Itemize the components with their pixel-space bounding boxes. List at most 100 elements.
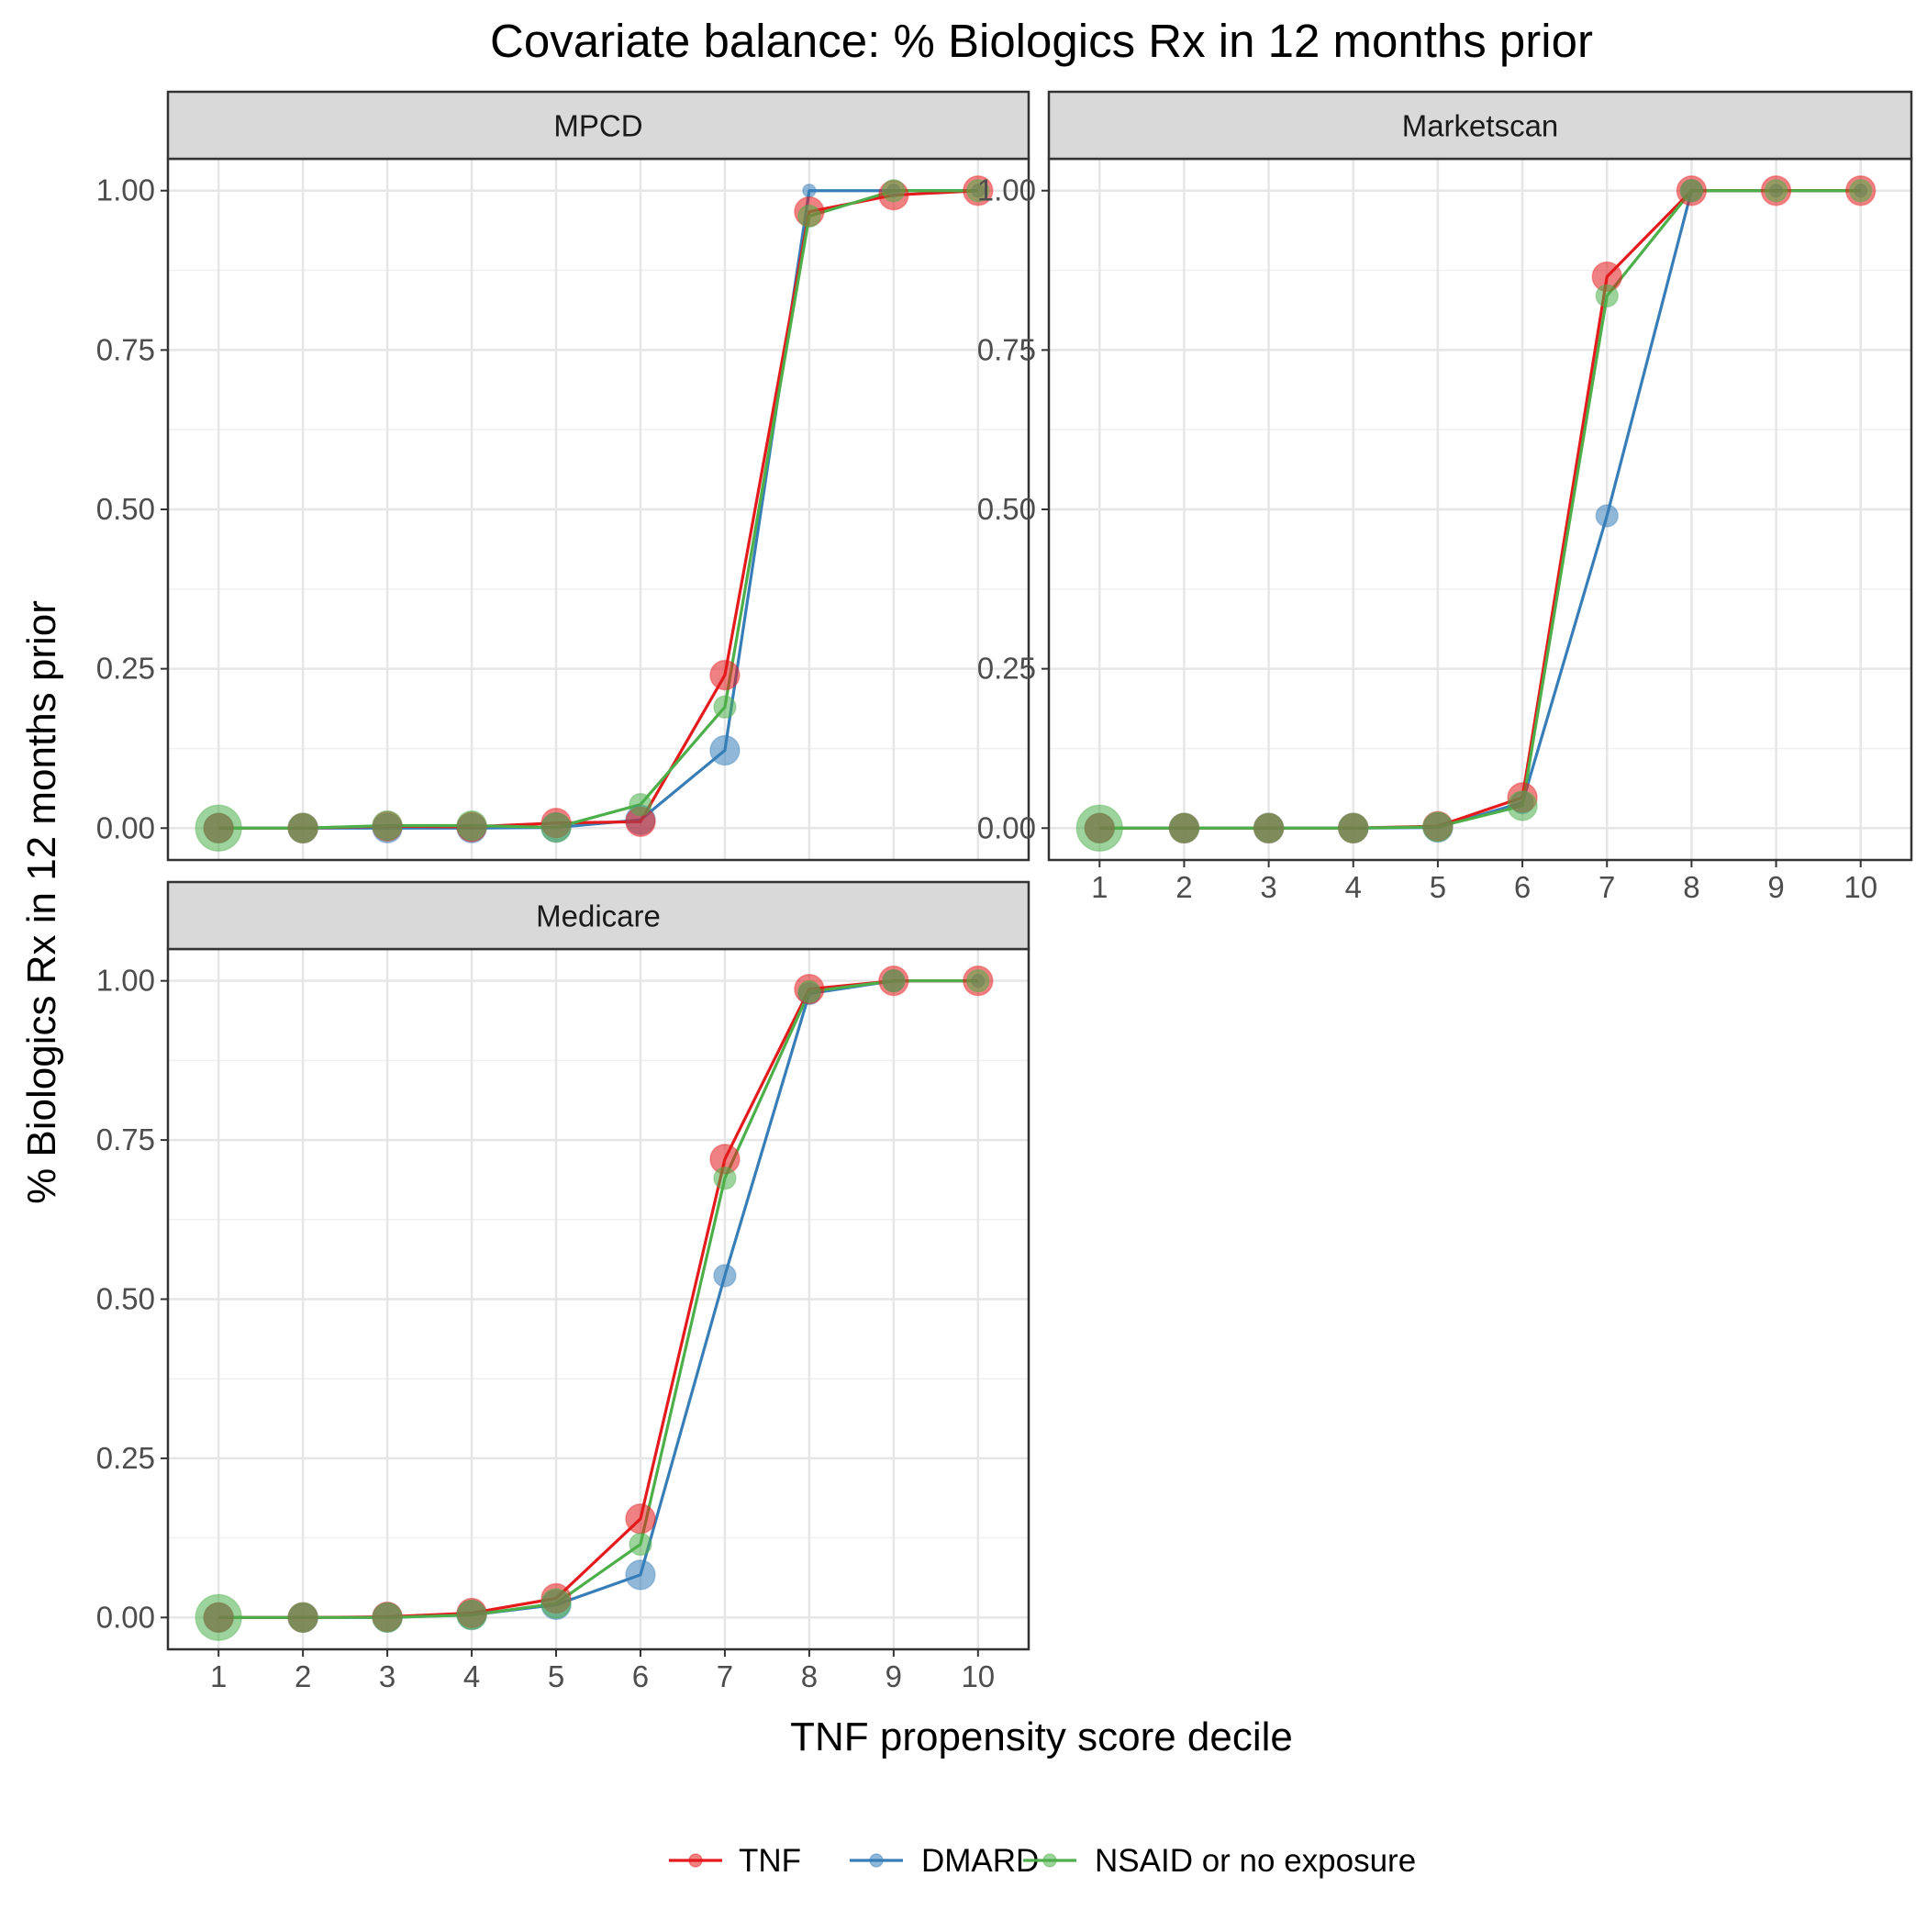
data-point-nsaid-or-no-exposure — [713, 695, 737, 720]
x-tick-label: 5 — [1430, 870, 1446, 904]
data-point-nsaid-or-no-exposure — [1338, 812, 1369, 844]
data-point-nsaid-or-no-exposure — [1507, 790, 1538, 821]
panel-strip — [1047, 90, 1913, 161]
x-tick-label: 10 — [961, 1659, 995, 1693]
data-point-nsaid-or-no-exposure — [540, 811, 572, 843]
x-tick-label: 6 — [632, 1659, 649, 1693]
data-point-tnf — [625, 1503, 656, 1535]
y-tick-label: 0.50 — [96, 492, 155, 526]
x-tick-label: 5 — [548, 1659, 564, 1693]
data-point-nsaid-or-no-exposure — [882, 968, 906, 993]
data-point-dmard — [1595, 504, 1619, 528]
y-tick-label: 0.00 — [96, 1600, 155, 1634]
x-tick-label: 1 — [210, 1659, 227, 1693]
x-tick-label: 8 — [801, 1659, 818, 1693]
x-axis-title: TNF propensity score decile — [790, 1714, 1293, 1759]
x-tick-label: 3 — [1260, 870, 1276, 904]
legend-entry-tnf: TNF — [669, 1843, 801, 1879]
data-point-nsaid-or-no-exposure — [456, 1599, 487, 1631]
data-point-nsaid-or-no-exposure — [1075, 804, 1124, 853]
data-point-nsaid-or-no-exposure — [629, 1532, 652, 1557]
x-tick-label: 4 — [463, 1659, 480, 1693]
panel-strip-label: Medicare — [536, 899, 661, 933]
chart-title: Covariate balance: % Biologics Rx in 12 … — [490, 15, 1593, 67]
x-tick-label: 8 — [1683, 870, 1699, 904]
x-tick-label: 4 — [1345, 870, 1362, 904]
series-line-nsaid-or-no-exposure — [218, 979, 978, 1619]
y-tick-label: 0.75 — [96, 332, 155, 366]
data-point-nsaid-or-no-exposure — [1679, 178, 1704, 203]
y-tick-label: 0.25 — [96, 1441, 155, 1475]
y-tick-label: 0.75 — [977, 332, 1036, 366]
x-tick-label: 7 — [1598, 870, 1615, 904]
y-tick-label: 0.25 — [96, 652, 155, 686]
panel-medicare: 0.00 0.25 0.50 0.75 1.00 1 2 3 4 5 6 7 8 9 10 Medicare — [96, 880, 1030, 1693]
panel-strip-label: Marketscan — [1402, 109, 1559, 143]
y-tick-label: 0.50 — [977, 492, 1036, 526]
data-point-nsaid-or-no-exposure — [1595, 284, 1619, 308]
data-point-dmard — [802, 183, 817, 198]
x-tick-label: 10 — [1843, 870, 1877, 904]
x-tick-label: 7 — [717, 1659, 733, 1693]
data-point-dmard — [713, 1264, 737, 1288]
panel-strip — [166, 90, 1030, 161]
series-line-nsaid-or-no-exposure — [218, 189, 978, 830]
y-tick-label: 1.00 — [96, 964, 155, 998]
data-point-nsaid-or-no-exposure — [882, 178, 906, 203]
data-point-tnf — [709, 659, 741, 691]
data-point-dmard — [709, 734, 741, 766]
panel-strip-label: MPCD — [553, 109, 642, 143]
x-tick-label: 1 — [1091, 870, 1108, 904]
panels-layer: 0.00 0.25 0.50 0.75 1.00 MPCD 0.00 0.25 0.50 0.75… — [96, 90, 1913, 1693]
panel-strip — [166, 880, 1030, 951]
data-point-nsaid-or-no-exposure — [966, 968, 990, 993]
y-tick-label: 0.75 — [96, 1122, 155, 1156]
legend-entry-nsaid-or-no-exposure: NSAID or no exposure — [1023, 1843, 1416, 1879]
data-point-nsaid-or-no-exposure — [195, 804, 242, 853]
data-point-nsaid-or-no-exposure — [629, 792, 652, 817]
x-tick-label: 2 — [295, 1659, 311, 1693]
data-point-nsaid-or-no-exposure — [1253, 812, 1285, 844]
data-point-nsaid-or-no-exposure — [287, 1602, 318, 1634]
data-point-nsaid-or-no-exposure — [540, 1588, 572, 1619]
data-point-nsaid-or-no-exposure — [287, 812, 318, 844]
y-tick-label: 0.25 — [977, 652, 1036, 686]
data-point-nsaid-or-no-exposure — [1764, 178, 1788, 203]
legend-key-point — [1042, 1853, 1057, 1868]
data-point-nsaid-or-no-exposure — [1422, 811, 1454, 843]
panel-mpcd: 0.00 0.25 0.50 0.75 1.00 MPCD — [96, 90, 1030, 862]
data-point-nsaid-or-no-exposure — [1848, 178, 1873, 203]
y-tick-label: 1.00 — [96, 173, 155, 207]
data-point-nsaid-or-no-exposure — [456, 810, 487, 842]
x-tick-label: 9 — [886, 1659, 902, 1693]
legend-entry-dmard: DMARD — [850, 1843, 1039, 1879]
legend-key-point — [688, 1853, 703, 1868]
data-point-nsaid-or-no-exposure — [1168, 812, 1200, 844]
data-point-nsaid-or-no-exposure — [797, 204, 821, 229]
y-axis-title: % Biologics Rx in 12 months prior — [19, 600, 64, 1204]
y-tick-label: 0.00 — [96, 810, 155, 844]
data-point-dmard — [625, 1559, 656, 1591]
legend-key-point — [869, 1853, 884, 1868]
y-tick-label: 1.00 — [977, 173, 1036, 207]
legend: TNF DMARD NSAID or no exposure — [669, 1843, 1416, 1879]
data-point-nsaid-or-no-exposure — [372, 810, 403, 842]
x-tick-label: 3 — [379, 1659, 395, 1693]
series-line-nsaid-or-no-exposure — [1099, 189, 1861, 830]
data-point-nsaid-or-no-exposure — [372, 1602, 403, 1634]
x-tick-label: 9 — [1767, 870, 1784, 904]
legend-label: TNF — [739, 1843, 801, 1879]
data-point-nsaid-or-no-exposure — [713, 1166, 737, 1190]
x-tick-label: 2 — [1175, 870, 1192, 904]
data-point-nsaid-or-no-exposure — [966, 178, 990, 203]
x-tick-label: 6 — [1514, 870, 1531, 904]
y-tick-label: 0.50 — [96, 1282, 155, 1316]
data-point-nsaid-or-no-exposure — [195, 1593, 242, 1642]
data-point-nsaid-or-no-exposure — [797, 979, 821, 1004]
legend-label: NSAID or no exposure — [1095, 1843, 1416, 1879]
y-tick-label: 0.00 — [977, 810, 1036, 844]
panel-marketscan: 0.00 0.25 0.50 0.75 1.00 1 2 3 4 5 6 7 8 9 10 Marketsca… — [977, 90, 1913, 904]
legend-label: DMARD — [921, 1843, 1039, 1879]
